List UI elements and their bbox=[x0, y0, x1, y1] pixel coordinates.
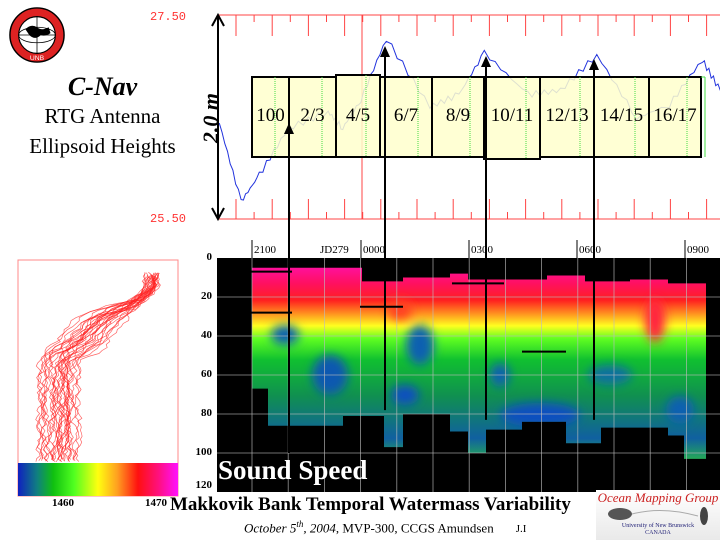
date-year: , 2004 bbox=[303, 520, 336, 536]
time-label: 0900 bbox=[687, 244, 709, 256]
sound-speed-profile-line bbox=[56, 272, 158, 460]
title-ellipsoid-heights: Ellipsoid Heights bbox=[29, 134, 176, 158]
sound-speed-profile-line bbox=[47, 274, 155, 462]
profile-box bbox=[648, 76, 702, 158]
section-blob bbox=[645, 298, 665, 342]
sound-speed-profile-line bbox=[41, 275, 160, 462]
profile-box bbox=[431, 76, 485, 158]
profile-box-label: 14/15 bbox=[599, 105, 644, 126]
date-text: October 5 bbox=[244, 520, 297, 536]
section-blob bbox=[312, 355, 348, 395]
title-rtg-antenna: RTG Antenna bbox=[44, 104, 161, 128]
depth-label: 0 bbox=[206, 251, 213, 263]
cruise-details: , MVP-300, CCGS Amundsen bbox=[335, 520, 494, 536]
sound-speed-profile-line bbox=[51, 273, 146, 460]
whale-icon bbox=[608, 507, 708, 525]
profile-box bbox=[288, 76, 337, 158]
omg-university: University of New Brunswick bbox=[621, 523, 695, 529]
y-min-label: 25.50 bbox=[150, 212, 187, 226]
sound-speed-profile-line bbox=[62, 272, 149, 462]
sound-speed-profile-line bbox=[64, 275, 153, 462]
y-max-label: 27.50 bbox=[150, 10, 187, 24]
depth-label: 20 bbox=[201, 290, 212, 302]
time-label: 0000 bbox=[363, 244, 385, 256]
profile-box-label: 100 bbox=[256, 105, 285, 126]
scale-double-arrow-icon bbox=[211, 12, 225, 222]
profile-box bbox=[379, 76, 433, 158]
profile-box-label: 12/13 bbox=[545, 105, 589, 126]
section-blob bbox=[388, 300, 412, 320]
unb-geodesy-logo: UNB bbox=[9, 7, 65, 63]
author-initials: J.I bbox=[515, 523, 527, 536]
sound-speed-profile-line bbox=[50, 272, 155, 463]
ellipsoid-height-chart bbox=[211, 12, 720, 222]
omg-title: Ocean Mapping Group bbox=[597, 490, 719, 505]
section-blob bbox=[500, 403, 580, 427]
depth-label: 60 bbox=[201, 368, 212, 380]
date-superscript: th bbox=[296, 519, 304, 529]
subtitle: October 5th, 2004, MVP-300, CCGS Amundse… bbox=[244, 519, 526, 536]
title-c-nav: C-Nav bbox=[67, 72, 138, 101]
time-label: 0300 bbox=[471, 244, 493, 256]
section-blob bbox=[406, 325, 434, 365]
ocean-mapping-group-logo: Ocean Mapping Group University of New Br… bbox=[596, 490, 720, 540]
logo-text-unb: UNB bbox=[30, 55, 45, 62]
section-blob bbox=[490, 363, 510, 387]
omg-country: CANADA bbox=[645, 530, 671, 536]
profile-box-label: 16/17 bbox=[653, 105, 697, 126]
section-blob bbox=[588, 365, 632, 385]
profile-box bbox=[593, 76, 650, 158]
section-blob bbox=[271, 325, 299, 345]
sound-speed-profile-line bbox=[73, 274, 155, 461]
sound-speed-profile-line bbox=[55, 275, 154, 462]
depth-label: 40 bbox=[201, 329, 212, 341]
profile-box bbox=[251, 76, 290, 158]
sound-speed-profile-line bbox=[60, 272, 159, 460]
section-blob bbox=[666, 396, 694, 424]
profile-box-label: 10/11 bbox=[490, 105, 534, 126]
profile-box-label: 8/9 bbox=[445, 105, 471, 126]
depth-label: 100 bbox=[195, 446, 213, 458]
colorbar-max-label: 1470 bbox=[145, 497, 167, 509]
time-label: JD279 bbox=[320, 244, 349, 256]
profile-box bbox=[539, 76, 595, 158]
section-blob bbox=[391, 385, 419, 405]
scale-label: 2.0 m bbox=[198, 92, 223, 144]
sound-speed-profile-line bbox=[42, 271, 156, 462]
colorbar bbox=[18, 463, 178, 496]
profile-box-label: 6/7 bbox=[393, 105, 419, 126]
depth-label: 120 bbox=[195, 479, 213, 491]
depth-label: 80 bbox=[201, 407, 212, 419]
profile-box bbox=[335, 74, 381, 158]
sound-speed-profile-line bbox=[65, 276, 160, 460]
profile-box-label: 4/5 bbox=[345, 105, 371, 126]
time-label: 0600 bbox=[579, 244, 601, 256]
sound-speed-profiles-plot bbox=[17, 259, 179, 497]
profile-box bbox=[483, 76, 541, 160]
time-label: 2100 bbox=[254, 244, 276, 256]
sound-speed-label: Sound Speed bbox=[218, 455, 368, 485]
profile-box-label: 2/3 bbox=[300, 105, 325, 126]
main-title: Makkovik Bank Temporal Watermass Variabi… bbox=[170, 494, 571, 515]
colorbar-min-label: 1460 bbox=[52, 497, 74, 509]
sound-speed-profile-line bbox=[64, 277, 159, 461]
